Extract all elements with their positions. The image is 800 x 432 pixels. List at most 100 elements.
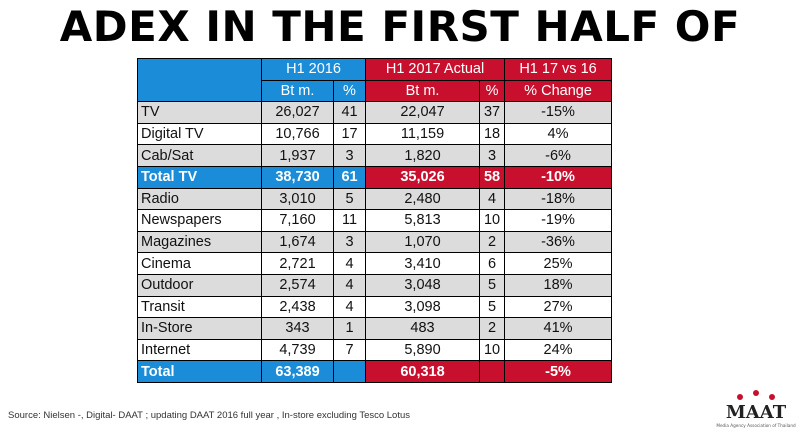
adex-table: H1 2016 H1 2017 Actual H1 17 vs 16 Bt m.… [137, 57, 613, 383]
cell-change: -36% [504, 230, 613, 254]
table-total-row: Total 63,389 60,318 -5% [137, 360, 613, 383]
cell-bt-2017: 60,318 [365, 360, 481, 383]
cell-bt-2017: 3,048 [365, 273, 481, 297]
header-row-periods: H1 2016 H1 2017 Actual H1 17 vs 16 [137, 57, 613, 103]
cell-medium: Total [137, 360, 262, 383]
cell-pct-2016: 41 [332, 101, 367, 124]
cell-change: -15% [504, 101, 613, 124]
cell-bt-2016: 26,027 [261, 101, 334, 124]
cell-bt-2016: 3,010 [261, 187, 334, 211]
cell-pct-2016: 4 [332, 295, 367, 319]
cell-change: 24% [504, 338, 613, 362]
cell-medium: Internet [137, 338, 262, 362]
table-row: Radio 3,010 5 2,480 4 -18% [137, 187, 613, 211]
cell-medium: Radio [137, 187, 262, 211]
cell-pct-2017: 2 [479, 317, 506, 340]
table-row: Newspapers 7,160 11 5,813 10 -19% [137, 209, 613, 232]
cell-bt-2016: 2,721 [261, 252, 334, 275]
table-row: Cab/Sat 1,937 3 1,820 3 -6% [137, 144, 613, 167]
cell-change: -19% [504, 209, 613, 232]
maat-logo: MAAT Media Agency Association of Thailan… [716, 390, 796, 428]
cell-pct-2016: 4 [332, 273, 367, 297]
cell-pct-2016: 3 [332, 144, 367, 167]
cell-bt-2017: 22,047 [365, 101, 481, 124]
cell-medium: Magazines [137, 230, 262, 254]
cell-bt-2017: 1,070 [365, 230, 481, 254]
cell-pct-2016: 4 [332, 252, 367, 275]
header-bt-2017: Bt m. [365, 79, 481, 103]
cell-medium: Outdoor [137, 273, 262, 297]
table-row: In-Store 343 1 483 2 41% [137, 317, 613, 340]
cell-pct-2017: 2 [479, 230, 506, 254]
cell-medium: TV [137, 101, 262, 124]
cell-pct-2017: 10 [479, 338, 506, 362]
cell-pct-2017: 18 [479, 122, 506, 146]
cell-bt-2017: 5,890 [365, 338, 481, 362]
header-change: % Change [504, 79, 613, 103]
header-pct-2017: % [479, 79, 506, 103]
cell-change: -10% [504, 165, 613, 189]
header-pct-2016: % [332, 79, 367, 103]
cell-medium: Cinema [137, 252, 262, 275]
cell-bt-2016: 7,160 [261, 209, 334, 232]
header-h1-2017-actual: H1 2017 Actual [365, 58, 506, 81]
header-row-units: Bt m. % Bt m. % % Change [138, 79, 613, 103]
table-row: Digital TV 10,766 17 11,159 18 4% [137, 122, 613, 146]
cell-pct-2016: 11 [332, 209, 367, 232]
cell-pct-2017: 10 [479, 209, 506, 232]
cell-change: -18% [504, 187, 613, 211]
cell-bt-2016: 1,937 [261, 144, 334, 167]
cell-bt-2016: 2,438 [261, 295, 334, 319]
cell-pct-2017: 5 [479, 295, 506, 319]
header-bt-2016: Bt m. [261, 79, 334, 103]
cell-pct-2016: 1 [332, 317, 367, 340]
cell-bt-2017: 1,820 [365, 144, 481, 167]
cell-change: 25% [504, 252, 613, 275]
cell-pct-2017: 6 [479, 252, 506, 275]
table-total-row: Total TV 38,730 61 35,026 58 -10% [137, 165, 613, 189]
cell-pct-2016: 61 [332, 165, 367, 189]
cell-pct-2017 [479, 360, 506, 383]
source-note: Source: Nielsen -, Digital- DAAT ; updat… [8, 410, 411, 421]
table-row: Outdoor 2,574 4 3,048 5 18% [137, 273, 613, 297]
table-row: Internet 4,739 7 5,890 10 24% [137, 338, 613, 362]
cell-change: -6% [504, 144, 613, 167]
cell-bt-2017: 3,098 [365, 295, 481, 319]
cell-bt-2017: 35,026 [365, 165, 481, 189]
cell-pct-2017: 4 [479, 187, 506, 211]
cell-bt-2017: 3,410 [365, 252, 481, 275]
cell-medium: Cab/Sat [137, 144, 262, 167]
cell-pct-2016 [332, 360, 367, 383]
header-h1-vs: H1 17 vs 16 [504, 58, 613, 81]
cell-pct-2017: 37 [479, 101, 506, 124]
cell-bt-2017: 2,480 [365, 187, 481, 211]
cell-pct-2017: 5 [479, 273, 506, 297]
cell-bt-2017: 11,159 [365, 122, 481, 146]
cell-change: 27% [504, 295, 613, 319]
cell-bt-2016: 4,739 [261, 338, 334, 362]
cell-medium: Transit [137, 295, 262, 319]
cell-medium: Newspapers [137, 209, 262, 232]
cell-pct-2017: 3 [479, 144, 506, 167]
table-row: Magazines 1,674 3 1,070 2 -36% [137, 230, 613, 254]
cell-change: 41% [504, 317, 613, 340]
cell-change: 18% [504, 273, 613, 297]
cell-medium: Total TV [137, 165, 262, 189]
cell-bt-2016: 63,389 [261, 360, 334, 383]
header-corner-cell [137, 57, 262, 103]
cell-bt-2016: 2,574 [261, 273, 334, 297]
cell-bt-2016: 343 [261, 317, 334, 340]
cell-bt-2016: 1,674 [261, 230, 334, 254]
cell-medium: Digital TV [137, 122, 262, 146]
table-row: Transit 2,438 4 3,098 5 27% [137, 295, 613, 319]
logo-text: MAAT [726, 402, 787, 423]
cell-pct-2016: 17 [332, 122, 367, 146]
cell-pct-2016: 5 [332, 187, 367, 211]
cell-bt-2016: 38,730 [261, 165, 334, 189]
table-row: TV 26,027 41 22,047 37 -15% [137, 101, 613, 124]
cell-pct-2016: 7 [332, 338, 367, 362]
header-h1-2016: H1 2016 [260, 58, 367, 81]
cell-change: -5% [504, 360, 613, 383]
cell-pct-2016: 3 [332, 230, 367, 254]
cell-bt-2016: 10,766 [261, 122, 334, 146]
